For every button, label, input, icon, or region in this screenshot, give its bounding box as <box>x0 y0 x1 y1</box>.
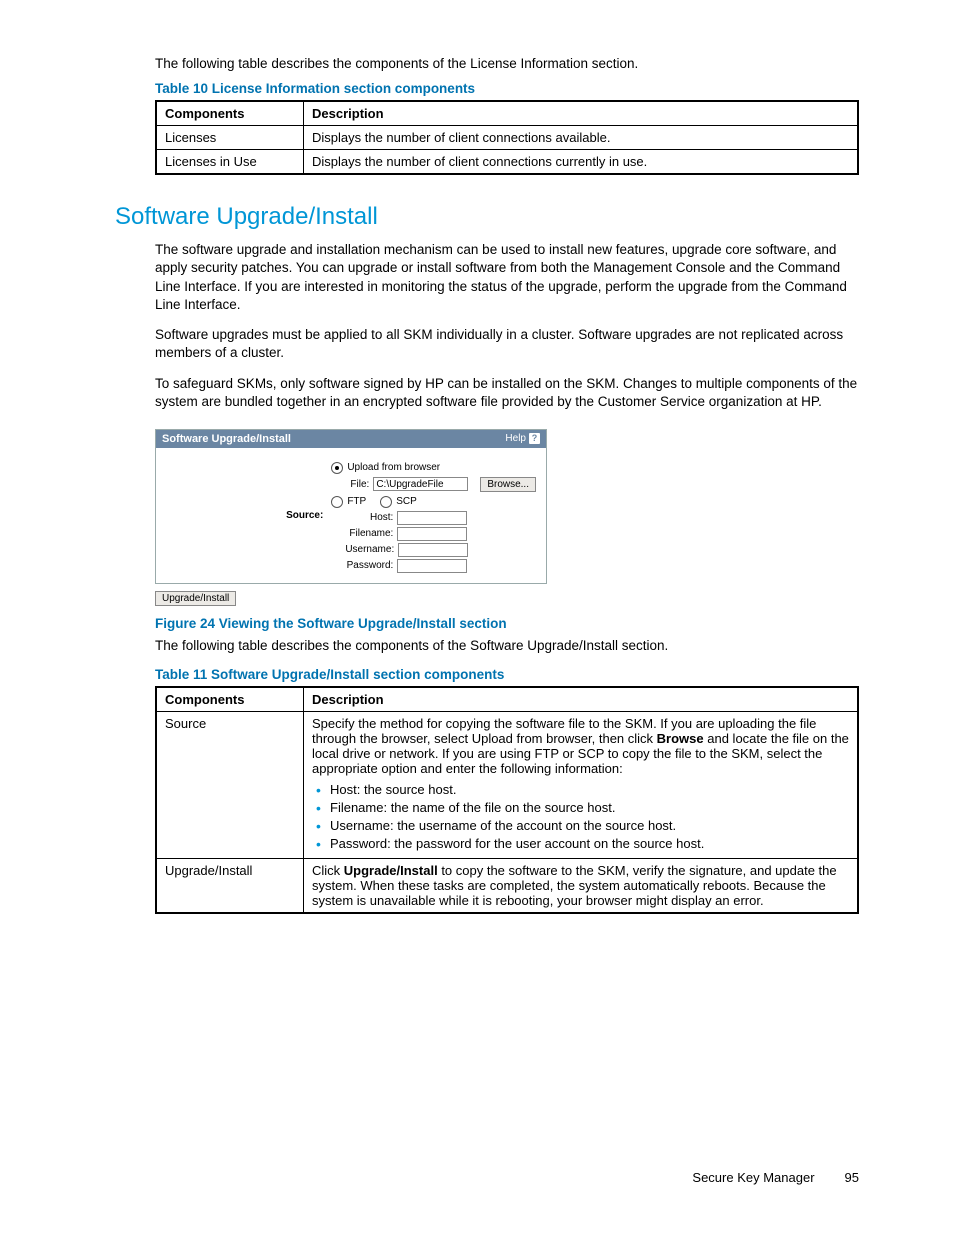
intro-text-1: The following table describes the compon… <box>155 55 859 73</box>
radio-scp[interactable] <box>380 496 392 508</box>
username-input[interactable] <box>398 543 468 557</box>
list-item: Username: the username of the account on… <box>330 818 849 833</box>
radio-upload-from-browser[interactable] <box>331 462 343 474</box>
table-10: Components Description Licenses Displays… <box>155 100 859 175</box>
table-row: Licenses Displays the number of client c… <box>156 126 858 150</box>
source-desc-bold: Browse <box>657 731 704 746</box>
list-item: Password: the password for the user acco… <box>330 836 849 851</box>
table-10-header-components: Components <box>156 101 304 126</box>
table-11-header-components: Components <box>156 687 304 712</box>
table-10-header-description: Description <box>304 101 859 126</box>
cell-upgrade-install-label: Upgrade/Install <box>156 859 304 914</box>
intro-text-2: The following table describes the compon… <box>115 637 859 655</box>
paragraph-3: To safeguard SKMs, only software signed … <box>115 375 859 411</box>
panel-header: Software Upgrade/Install Help ? <box>156 430 546 448</box>
source-label: Source: <box>166 462 331 521</box>
file-input[interactable] <box>373 477 468 491</box>
scp-label: SCP <box>396 496 417 507</box>
filename-label: Filename: <box>345 528 393 539</box>
list-item: Filename: the name of the file on the so… <box>330 800 849 815</box>
cell-source-desc: Specify the method for copying the softw… <box>304 712 859 859</box>
table-11: Components Description Source Specify th… <box>155 686 859 914</box>
table-11-header-description: Description <box>304 687 859 712</box>
table-row: Licenses in Use Displays the number of c… <box>156 150 858 175</box>
source-bullet-list: Host: the source host. Filename: the nam… <box>312 782 849 851</box>
paragraph-2: Software upgrades must be applied to all… <box>115 326 859 362</box>
upload-from-browser-label: Upload from browser <box>347 462 440 473</box>
host-label: Host: <box>345 512 393 523</box>
filename-input[interactable] <box>397 527 467 541</box>
upgrade-desc-bold: Upgrade/Install <box>344 863 438 878</box>
upgrade-install-panel: Software Upgrade/Install Help ? Source: … <box>155 429 547 584</box>
password-input[interactable] <box>397 559 467 573</box>
page-number: 95 <box>845 1170 859 1185</box>
section-heading: Software Upgrade/Install <box>115 203 859 231</box>
cell-licenses-in-use-label: Licenses in Use <box>156 150 304 175</box>
paragraph-1: The software upgrade and installation me… <box>115 241 859 314</box>
username-label: Username: <box>345 544 394 555</box>
ftp-label: FTP <box>347 496 366 507</box>
table-row: Source Specify the method for copying th… <box>156 712 858 859</box>
host-input[interactable] <box>397 511 467 525</box>
file-label: File: <box>345 479 369 490</box>
figure-24-caption: Figure 24 Viewing the Software Upgrade/I… <box>115 616 859 631</box>
cell-licenses-desc: Displays the number of client connection… <box>304 126 859 150</box>
help-icon: ? <box>529 433 540 444</box>
page-footer: Secure Key Manager 95 <box>692 1170 859 1185</box>
password-label: Password: <box>345 560 393 571</box>
radio-ftp[interactable] <box>331 496 343 508</box>
panel-title: Software Upgrade/Install <box>162 433 291 445</box>
cell-licenses-label: Licenses <box>156 126 304 150</box>
browse-button[interactable]: Browse... <box>480 477 536 492</box>
footer-doc-title: Secure Key Manager <box>692 1170 814 1185</box>
cell-source-label: Source <box>156 712 304 859</box>
upgrade-desc-pre: Click <box>312 863 344 878</box>
figure-24: Software Upgrade/Install Help ? Source: … <box>115 429 859 606</box>
table-11-caption: Table 11 Software Upgrade/Install sectio… <box>155 667 859 682</box>
table-row: Upgrade/Install Click Upgrade/Install to… <box>156 859 858 914</box>
upgrade-install-button[interactable]: Upgrade/Install <box>155 591 236 606</box>
cell-licenses-in-use-desc: Displays the number of client connection… <box>304 150 859 175</box>
table-10-caption: Table 10 License Information section com… <box>155 81 859 96</box>
list-item: Host: the source host. <box>330 782 849 797</box>
cell-upgrade-install-desc: Click Upgrade/Install to copy the softwa… <box>304 859 859 914</box>
help-link[interactable]: Help ? <box>505 433 540 444</box>
help-label: Help <box>505 433 526 444</box>
